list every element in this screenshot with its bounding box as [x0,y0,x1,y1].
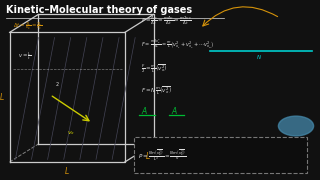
Text: $P = \frac{Nm\left(\overline{v_x^2}\right)}{L^3} = \frac{Nm\left(\overline{v_x^2: $P = \frac{Nm\left(\overline{v_x^2}\righ… [138,148,186,163]
Text: $A$: $A$ [141,105,148,116]
Text: L: L [0,93,4,102]
Text: $v = \frac{L}{t}$: $v = \frac{L}{t}$ [18,50,31,62]
Text: $F = \frac{m2v_x^2}{2L} = \frac{m}{L}\left(v_{x_1}^2 + v_{x_2}^2 + \cdots v_{x_N: $F = \frac{m2v_x^2}{2L} = \frac{m}{L}\le… [141,37,214,51]
Text: $F = N\frac{m}{L}\left(\overline{v_x^2}\right)$: $F = N\frac{m}{L}\left(\overline{v_x^2}\… [141,85,172,97]
Text: $v_x$: $v_x$ [67,130,76,138]
Text: L: L [146,152,150,161]
Text: $F = \frac{\Delta p}{\Delta t} = \frac{m\Delta v}{\Delta t} = \frac{m2v_x}{\Delt: $F = \frac{\Delta p}{\Delta t} = \frac{m… [141,14,192,27]
Text: $N$: $N$ [256,53,261,61]
Circle shape [278,116,314,136]
Text: $\frac{F}{2} = \frac{m}{L}\left(\overline{v_x^2}\right)$: $\frac{F}{2} = \frac{m}{L}\left(\overlin… [141,63,168,75]
Text: $A$: $A$ [171,105,178,116]
Text: Kinetic–Molecular theory of gases: Kinetic–Molecular theory of gases [6,5,193,15]
Text: L: L [65,167,69,176]
Text: 2: 2 [56,82,59,87]
FancyBboxPatch shape [134,137,307,173]
Text: $\Delta t = \frac{2L}{v_x} = \frac{2L}{v_x}$: $\Delta t = \frac{2L}{v_x} = \frac{2L}{v… [13,20,43,32]
